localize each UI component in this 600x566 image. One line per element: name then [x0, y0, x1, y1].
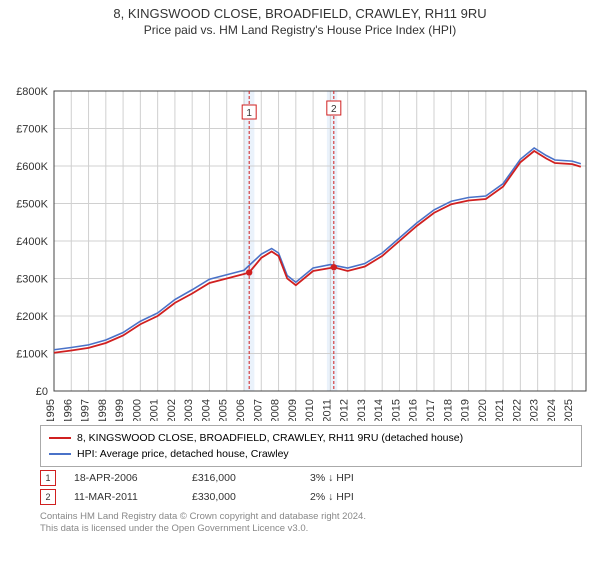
svg-text:2023: 2023	[529, 399, 541, 421]
svg-text:1: 1	[246, 108, 252, 119]
transaction-date: 11-MAR-2011	[74, 491, 174, 503]
transaction-delta: 2% ↓ HPI	[310, 491, 410, 503]
svg-text:2: 2	[331, 104, 337, 115]
transaction-price: £316,000	[192, 472, 292, 484]
svg-text:2025: 2025	[563, 399, 575, 421]
svg-text:2024: 2024	[546, 399, 558, 421]
legend-swatch	[49, 437, 71, 440]
svg-text:2007: 2007	[252, 399, 264, 421]
svg-text:2002: 2002	[166, 399, 178, 421]
svg-text:£800K: £800K	[16, 86, 48, 98]
legend-swatch	[49, 453, 71, 456]
svg-text:2013: 2013	[356, 399, 368, 421]
page-title: 8, KINGSWOOD CLOSE, BROADFIELD, CRAWLEY,…	[0, 6, 600, 21]
svg-text:2003: 2003	[183, 399, 195, 421]
svg-text:£100K: £100K	[16, 349, 48, 361]
svg-text:2021: 2021	[494, 399, 506, 421]
legend-label: 8, KINGSWOOD CLOSE, BROADFIELD, CRAWLEY,…	[77, 432, 463, 444]
svg-text:£500K: £500K	[16, 199, 48, 211]
transaction-date: 18-APR-2006	[74, 472, 174, 484]
transaction-row: 1 18-APR-2006 £316,000 3% ↓ HPI	[40, 470, 582, 486]
svg-text:2022: 2022	[511, 399, 523, 421]
legend: 8, KINGSWOOD CLOSE, BROADFIELD, CRAWLEY,…	[40, 425, 582, 467]
svg-text:2019: 2019	[460, 399, 472, 421]
svg-text:2016: 2016	[408, 399, 420, 421]
svg-text:2005: 2005	[218, 399, 230, 421]
svg-text:£700K: £700K	[16, 124, 48, 136]
svg-text:2014: 2014	[373, 399, 385, 421]
transaction-marker: 2	[40, 489, 56, 505]
svg-text:2015: 2015	[390, 399, 402, 421]
svg-text:1997: 1997	[80, 399, 92, 421]
svg-text:£200K: £200K	[16, 311, 48, 323]
svg-text:£0: £0	[36, 386, 48, 398]
footer-attribution: Contains HM Land Registry data © Crown c…	[40, 511, 582, 536]
svg-text:2017: 2017	[425, 399, 437, 421]
svg-text:1995: 1995	[45, 399, 57, 421]
transaction-marker: 1	[40, 470, 56, 486]
svg-text:2018: 2018	[442, 399, 454, 421]
transaction-delta: 3% ↓ HPI	[310, 472, 410, 484]
svg-text:1999: 1999	[114, 399, 126, 421]
svg-text:2020: 2020	[477, 399, 489, 421]
svg-text:2012: 2012	[339, 399, 351, 421]
svg-text:2011: 2011	[321, 399, 333, 421]
svg-text:2004: 2004	[200, 399, 212, 421]
transaction-row: 2 11-MAR-2011 £330,000 2% ↓ HPI	[40, 489, 582, 505]
svg-text:1998: 1998	[97, 399, 109, 421]
svg-text:1996: 1996	[62, 399, 74, 421]
footer-line-1: Contains HM Land Registry data © Crown c…	[40, 511, 582, 523]
footer-line-2: This data is licensed under the Open Gov…	[40, 523, 582, 535]
svg-text:£400K: £400K	[16, 236, 48, 248]
svg-text:2001: 2001	[149, 399, 161, 421]
legend-label: HPI: Average price, detached house, Craw…	[77, 448, 289, 460]
svg-text:2010: 2010	[304, 399, 316, 421]
svg-text:2008: 2008	[270, 399, 282, 421]
svg-text:2006: 2006	[235, 399, 247, 421]
legend-item: 8, KINGSWOOD CLOSE, BROADFIELD, CRAWLEY,…	[49, 430, 573, 446]
legend-item: HPI: Average price, detached house, Craw…	[49, 446, 573, 462]
svg-text:2009: 2009	[287, 399, 299, 421]
svg-text:£600K: £600K	[16, 161, 48, 173]
svg-text:2000: 2000	[131, 399, 143, 421]
price-chart: £0 £100K £200K £300K £400K £500K £600K £700K £80…	[0, 41, 600, 421]
svg-text:£300K: £300K	[16, 274, 48, 286]
page-subtitle: Price paid vs. HM Land Registry's House …	[0, 23, 600, 37]
transaction-price: £330,000	[192, 491, 292, 503]
